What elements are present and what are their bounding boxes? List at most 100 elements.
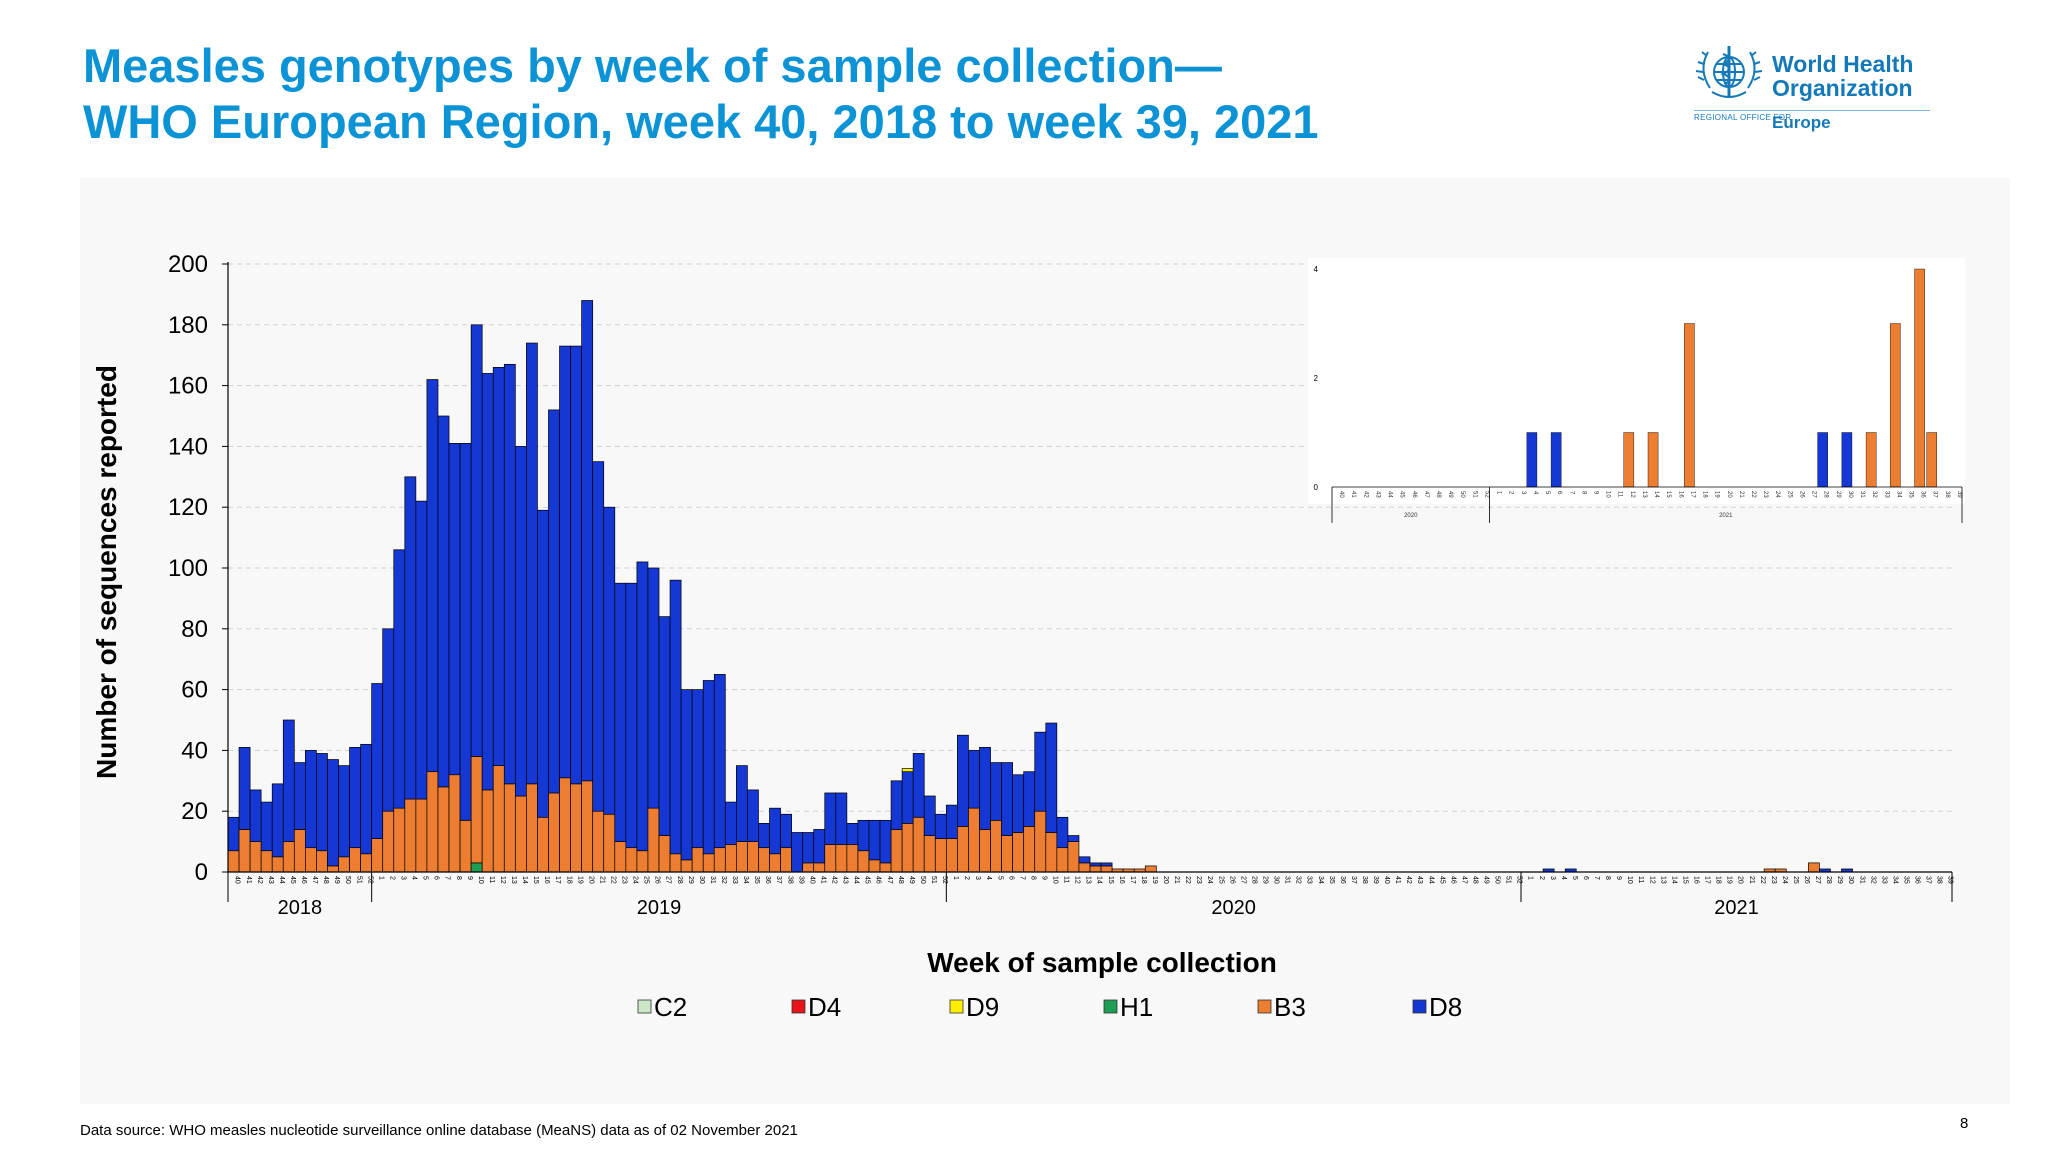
x-week-label: 36 — [1339, 876, 1346, 884]
bar-segment-D8 — [713, 674, 726, 849]
bar-segment-B3 — [1001, 835, 1013, 873]
bar-segment-B3 — [957, 826, 969, 873]
x-week-label: 24 — [1781, 876, 1788, 884]
y-tick-label: 140 — [168, 433, 208, 460]
bar-segment-D8 — [459, 443, 472, 821]
inset-bar-D8 — [1526, 432, 1538, 488]
x-week-label: 47 — [1460, 876, 1467, 884]
x-week-label: 10 — [477, 876, 484, 884]
x-year-label: 2018 — [278, 897, 323, 919]
bar-segment-B3 — [724, 844, 737, 873]
x-week-label: 49 — [908, 876, 915, 884]
bar-segment-B3 — [923, 835, 936, 873]
x-week-label: 52 — [941, 876, 948, 884]
x-week-label: 48 — [897, 876, 904, 884]
x-week-label: 1 — [952, 876, 959, 880]
x-week-label: 6 — [1582, 876, 1589, 880]
x-week-label: 5 — [422, 876, 429, 880]
inset-x-week-label: 43 — [1374, 491, 1380, 498]
bar-segment-B3 — [415, 798, 428, 873]
y-tick-label: 60 — [181, 677, 208, 704]
inset-x-week-label: 44 — [1387, 491, 1393, 498]
inset-bar-B3 — [1865, 432, 1877, 488]
inset-x-week-label: 4 — [1532, 491, 1538, 495]
x-week-label: 28 — [1250, 876, 1257, 884]
bar-segment-B3 — [1056, 847, 1069, 873]
bar-segment-D8 — [1056, 816, 1069, 849]
bar-segment-D8 — [514, 446, 527, 797]
inset-bar-B3 — [1684, 323, 1695, 488]
bar-segment-B3 — [658, 835, 671, 873]
legend-label-D9: D9 — [966, 992, 999, 1022]
bar-segment-B3 — [769, 853, 781, 873]
bar-segment-B3 — [548, 792, 560, 873]
x-week-label: 16 — [1692, 876, 1699, 884]
bar-segment-B3 — [327, 865, 339, 873]
bar-segment-B3 — [404, 798, 417, 873]
x-week-label: 49 — [333, 876, 340, 884]
inset-x-week-label: 17 — [1689, 491, 1695, 498]
bar-segment-B3 — [570, 783, 582, 873]
legend-label-H1: H1 — [1120, 992, 1153, 1022]
inset-bar-B3 — [1647, 432, 1659, 488]
bar-segment-D8 — [1001, 762, 1013, 836]
x-week-label: 52 — [366, 876, 373, 884]
x-week-label: 25 — [1792, 876, 1799, 884]
bar-segment-D8 — [537, 509, 549, 818]
legend-label-B3: B3 — [1274, 992, 1306, 1022]
x-week-label: 51 — [355, 876, 362, 884]
bar-segment-D8 — [879, 819, 892, 864]
x-week-label: 35 — [1902, 876, 1909, 884]
bar-segment-D8 — [724, 801, 737, 845]
x-week-label: 30 — [1847, 876, 1854, 884]
x-week-label: 31 — [1858, 876, 1865, 884]
bar-segment-B3 — [282, 841, 295, 873]
inset-x-week-label: 28 — [1823, 491, 1829, 498]
x-week-label: 38 — [1936, 876, 1943, 884]
bar-segment-D8 — [271, 783, 284, 858]
x-week-label: 11 — [488, 876, 495, 883]
bar-segment-B3 — [990, 819, 1002, 873]
bar-segment-D8 — [857, 819, 870, 852]
bar-segment-B3 — [758, 847, 770, 873]
x-week-label: 42 — [1405, 876, 1412, 884]
bar-segment-B3 — [702, 853, 715, 873]
x-week-label: 27 — [1814, 876, 1821, 884]
bar-segment-B3 — [249, 841, 262, 873]
inset-x-week-label: 15 — [1665, 491, 1671, 498]
inset-x-week-label: 36 — [1920, 491, 1926, 498]
bar-segment-B3 — [1067, 841, 1080, 873]
x-week-label: 36 — [1914, 876, 1921, 884]
x-week-label: 32 — [1869, 876, 1876, 884]
bar-segment-D8 — [813, 829, 826, 864]
x-week-label: 20 — [587, 876, 594, 884]
inset-x-week-label: 12 — [1629, 491, 1635, 498]
x-week-label: 48 — [322, 876, 329, 884]
bar-segment-D8 — [868, 819, 881, 861]
x-week-label: 44 — [278, 876, 285, 884]
legend-label-D8: D8 — [1429, 992, 1462, 1022]
x-week-label: 44 — [853, 876, 860, 884]
bar-segment-B3 — [603, 813, 616, 873]
x-week-label: 42 — [256, 876, 263, 884]
bar-segment-D8 — [702, 680, 715, 855]
inset-background — [1308, 258, 1965, 504]
bar-segment-D8 — [481, 373, 494, 791]
bar-segment-D8 — [603, 506, 616, 815]
inset-x-week-label: 27 — [1811, 491, 1817, 498]
x-week-label: 6 — [433, 876, 440, 880]
x-week-label: 43 — [842, 876, 849, 884]
inset-x-week-label: 47 — [1423, 491, 1429, 498]
x-axis-title: Week of sample collection — [927, 947, 1277, 978]
logo-divider — [1694, 110, 1930, 111]
bar-segment-D8 — [415, 500, 428, 800]
bar-segment-D8 — [393, 549, 406, 809]
x-week-label: 39 — [1947, 876, 1954, 884]
x-week-label: 41 — [245, 876, 252, 884]
x-week-label: 51 — [930, 876, 937, 884]
x-week-label: 30 — [698, 876, 705, 884]
x-week-label: 46 — [1449, 876, 1456, 884]
inset-x-week-label: 31 — [1859, 491, 1865, 498]
who-name-line-1: World Health — [1772, 51, 1914, 77]
bar-segment-B3 — [293, 829, 306, 873]
